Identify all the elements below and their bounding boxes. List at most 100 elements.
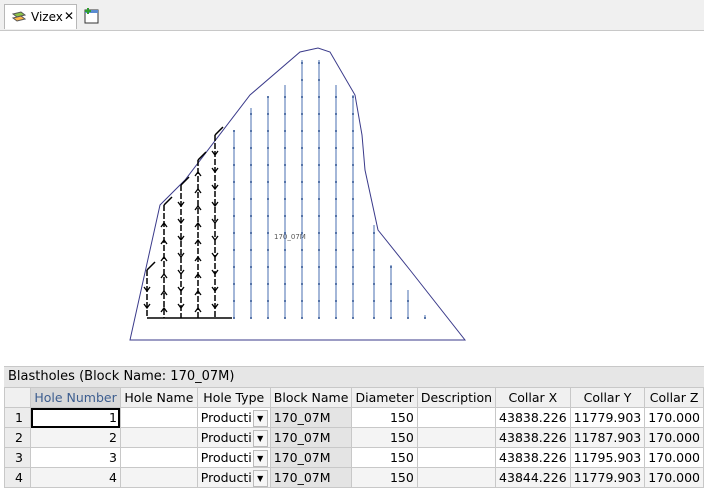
panel-title: Blastholes (Block Name: 170_07M) bbox=[8, 369, 235, 384]
block-name-cell[interactable]: 170_07M bbox=[269, 407, 353, 428]
hole-dot bbox=[284, 317, 286, 319]
hole-dot bbox=[318, 130, 320, 132]
row-number: 3 bbox=[3, 447, 32, 468]
column-header[interactable]: Collar Y bbox=[569, 387, 646, 408]
hole-dot bbox=[233, 215, 235, 217]
hole-dot bbox=[373, 317, 375, 319]
tab-close[interactable]: ✕ bbox=[64, 9, 75, 23]
path-arrow bbox=[211, 286, 219, 293]
row-number: 1 bbox=[3, 407, 32, 428]
table-row[interactable]: 2 2 Producti ▼ 170_07M 150 43838.226 11787.903 1… bbox=[3, 427, 704, 448]
collar-x-cell[interactable]: 43838.226 bbox=[495, 427, 571, 448]
dropdown-button[interactable]: ▼ bbox=[252, 470, 268, 487]
hole-number-cell[interactable]: 1 bbox=[30, 407, 121, 428]
hole-dot bbox=[267, 147, 269, 149]
hole-dot bbox=[233, 130, 235, 132]
collar-x-cell[interactable]: 43844.226 bbox=[495, 467, 571, 488]
path-arrow bbox=[211, 269, 219, 276]
hole-dot bbox=[284, 96, 286, 98]
hole-dot bbox=[335, 249, 337, 251]
viewport[interactable]: 170_07M bbox=[4, 31, 704, 363]
hole-dot bbox=[318, 283, 320, 285]
hole-dot bbox=[301, 317, 303, 319]
hole-dot bbox=[284, 232, 286, 234]
new-tab-icon[interactable] bbox=[83, 7, 101, 25]
tab-label: Vizex bbox=[31, 10, 63, 24]
empty-cell[interactable] bbox=[416, 407, 497, 428]
collar-x-cell[interactable]: 43838.226 bbox=[495, 447, 571, 468]
empty-cell[interactable] bbox=[119, 467, 198, 488]
path-arrow bbox=[177, 269, 185, 276]
column-header[interactable]: Hole Type bbox=[196, 387, 271, 408]
hole-dot bbox=[250, 164, 252, 166]
path-arrow bbox=[160, 272, 168, 279]
tab[interactable]: Vizex ✕ bbox=[4, 4, 77, 29]
hole-dot bbox=[301, 198, 303, 200]
dropdown-button[interactable]: ▼ bbox=[252, 450, 268, 467]
column-header[interactable]: Diameter bbox=[351, 387, 418, 408]
table-row[interactable]: 3 3 Producti ▼ 170_07M 150 43838.226 11795.903 1… bbox=[3, 447, 704, 468]
column-header[interactable]: Collar Z bbox=[644, 387, 704, 408]
collar-x-cell[interactable]: 43838.226 bbox=[495, 407, 571, 428]
empty-cell[interactable] bbox=[119, 407, 198, 428]
hole-type-cell[interactable]: Producti ▼ bbox=[196, 447, 271, 468]
hole-dot bbox=[250, 300, 252, 302]
hole-type-cell[interactable]: Producti ▼ bbox=[196, 467, 271, 488]
empty-cell[interactable] bbox=[416, 447, 497, 468]
column-header[interactable]: Block Name bbox=[269, 387, 353, 408]
empty-cell[interactable] bbox=[416, 467, 497, 488]
column-header[interactable]: Description bbox=[416, 387, 497, 408]
collar-z-cell[interactable]: 170.000 bbox=[644, 427, 704, 448]
empty-cell[interactable] bbox=[119, 447, 198, 468]
collar-z-cell[interactable]: 170.000 bbox=[644, 467, 704, 488]
hole-dot bbox=[267, 249, 269, 251]
hole-dot bbox=[250, 232, 252, 234]
hole-dot bbox=[301, 113, 303, 115]
path-link bbox=[146, 261, 156, 271]
hole-dot bbox=[267, 181, 269, 183]
collar-y-cell[interactable]: 11779.903 bbox=[569, 407, 646, 428]
hole-dot bbox=[284, 181, 286, 183]
dropdown-button[interactable]: ▼ bbox=[252, 430, 268, 447]
block-name-cell[interactable]: 170_07M bbox=[269, 427, 353, 448]
table-row[interactable]: 1 1 Producti ▼ 170_07M 150 43838.226 11779.903 1… bbox=[3, 407, 704, 428]
hole-type-cell[interactable]: Producti ▼ bbox=[196, 427, 271, 448]
hole-number-cell[interactable]: 3 bbox=[30, 447, 121, 468]
diameter-cell[interactable]: 150 bbox=[351, 427, 418, 448]
collar-y-cell[interactable]: 11795.903 bbox=[569, 447, 646, 468]
column-header[interactable]: Hole Name bbox=[119, 387, 198, 408]
hole-number-cell[interactable]: 2 bbox=[30, 427, 121, 448]
hole-dot bbox=[233, 283, 235, 285]
diameter-cell[interactable]: 150 bbox=[351, 407, 418, 428]
hole-dot bbox=[301, 130, 303, 132]
collar-y-cell[interactable]: 11787.903 bbox=[569, 427, 646, 448]
hole-dot bbox=[335, 283, 337, 285]
path-arrow bbox=[194, 187, 202, 194]
dropdown-button[interactable]: ▼ bbox=[252, 410, 268, 427]
hole-dot bbox=[318, 79, 320, 81]
path-arrow bbox=[160, 306, 168, 313]
hole-dot bbox=[301, 266, 303, 268]
hole-dot bbox=[352, 232, 354, 234]
empty-cell[interactable] bbox=[416, 427, 497, 448]
hole-dot bbox=[390, 283, 392, 285]
column-header[interactable]: Collar X bbox=[495, 387, 571, 408]
hole-number-cell[interactable]: 4 bbox=[30, 467, 121, 488]
diameter-cell[interactable]: 150 bbox=[351, 447, 418, 468]
block-name-cell[interactable]: 170_07M bbox=[269, 447, 353, 468]
block-name-cell[interactable]: 170_07M bbox=[269, 467, 353, 488]
collar-z-cell[interactable]: 170.000 bbox=[644, 407, 704, 428]
hole-dot bbox=[352, 96, 354, 98]
collar-y-cell[interactable]: 11779.903 bbox=[569, 467, 646, 488]
hole-dot bbox=[301, 232, 303, 234]
hole-dot bbox=[352, 164, 354, 166]
hole-type-cell[interactable]: Producti ▼ bbox=[196, 407, 271, 428]
hole-dot bbox=[267, 113, 269, 115]
table-row[interactable]: 4 4 Producti ▼ 170_07M 150 43844.226 11779.903 1… bbox=[3, 467, 704, 488]
empty-cell[interactable] bbox=[119, 427, 198, 448]
diameter-cell[interactable]: 150 bbox=[351, 467, 418, 488]
path-arrow bbox=[194, 204, 202, 211]
hole-dot bbox=[233, 232, 235, 234]
collar-z-cell[interactable]: 170.000 bbox=[644, 447, 704, 468]
column-header[interactable]: Hole Number bbox=[30, 387, 121, 408]
